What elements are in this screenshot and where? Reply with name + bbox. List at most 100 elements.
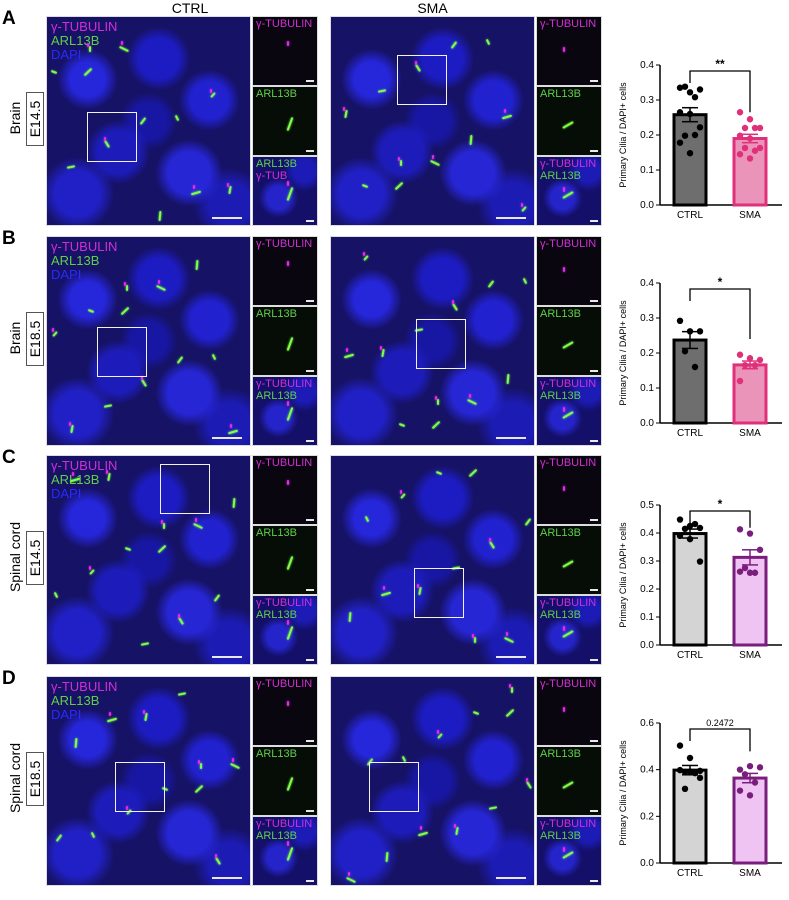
inset-ctrl-2: γ-TUBULIN ARL13B: [252, 816, 318, 886]
channel-label: γ-TUBULIN: [540, 158, 597, 170]
y-tick-label: 0.4: [640, 765, 654, 776]
cilium-arl13b: [524, 518, 532, 526]
scale-bar: [590, 659, 598, 661]
data-point: [681, 525, 689, 532]
scale-bar: [590, 740, 598, 742]
inset-ctrl-1: ARL13B: [252, 306, 318, 376]
cilium-arl13b: [437, 399, 439, 405]
panel-letter: A: [2, 8, 16, 29]
cilium-arl13b: [526, 781, 532, 789]
data-point: [686, 89, 694, 96]
stage-label: E14.5: [26, 92, 44, 146]
cilium-arl13b: [381, 348, 385, 358]
cilium-arl13b: [474, 637, 476, 643]
inset-sma-0: γ-TUBULIN: [536, 455, 602, 525]
channel-label: ARL13B: [540, 170, 581, 182]
basal-body-tubulin: [521, 203, 523, 207]
inset-sma-2: γ-TUBULIN ARL13B: [536, 595, 602, 665]
cilium-arl13b: [562, 411, 574, 419]
basal-body-tubulin: [563, 267, 565, 272]
micrograph-sma-main: [330, 455, 535, 665]
channel-label: γ-TUBULIN: [256, 678, 313, 690]
y-tick-label: 0.0: [640, 640, 654, 651]
channel-label: ARL13B: [256, 158, 297, 170]
basal-body-tubulin: [52, 328, 54, 332]
data-point: [756, 546, 764, 553]
cilium-arl13b: [286, 117, 294, 131]
data-point: [686, 535, 694, 543]
channel-label: γ-TUBULIN: [256, 238, 313, 250]
scale-bar: [590, 150, 598, 152]
basal-body-tubulin: [230, 424, 232, 428]
cilium-arl13b: [193, 522, 203, 530]
data-point: [741, 144, 749, 152]
cilium-arl13b: [286, 556, 294, 570]
y-axis-label: Primary Cilia / DAPI+ cells: [618, 82, 628, 188]
y-tick-label: 0.3: [640, 313, 654, 324]
data-point: [686, 328, 694, 335]
inset-sma-2: γ-TUBULIN ARL13B: [536, 816, 602, 886]
basal-body-tubulin: [178, 614, 180, 618]
data-point: [736, 132, 744, 139]
basal-body-tubulin: [124, 282, 126, 286]
tissue-label: Spinal cord: [7, 521, 23, 593]
cilium-arl13b: [450, 41, 458, 49]
cilium-arl13b: [522, 277, 528, 285]
channel-label: ARL13B: [540, 88, 581, 100]
scale-bar: [306, 740, 314, 742]
x-tick-label: SMA: [739, 650, 761, 660]
data-point: [741, 564, 749, 572]
data-point: [736, 109, 744, 116]
inset-sma-1: ARL13B: [536, 525, 602, 595]
inset-ctrl-2: γ-TUBULIN ARL13B: [252, 376, 318, 446]
y-tick-label: 0.1: [640, 612, 654, 623]
data-point: [756, 124, 764, 132]
roi-box: [87, 112, 137, 162]
cilium-arl13b: [119, 45, 129, 53]
bar-sma: [732, 363, 768, 425]
channel-label: ARL13B: [256, 527, 297, 539]
scale-bar: [590, 810, 598, 812]
basal-body-tubulin: [563, 847, 565, 852]
basal-body-tubulin: [89, 566, 91, 570]
cilium-arl13b: [417, 831, 429, 837]
channel-label: γ-TUBULIN: [51, 679, 118, 694]
data-point: [736, 377, 744, 385]
significance-label: *: [718, 497, 723, 511]
channel-label: ARL13B: [540, 830, 581, 842]
cilium-arl13b: [377, 89, 387, 93]
cilium-arl13b: [195, 259, 199, 271]
cilium-arl13b: [562, 560, 574, 568]
channel-label: γ-TUBULIN: [256, 818, 313, 830]
bar-chart-b: 0.0 0.1 0.2 0.3 0.4 Primary Cilia / DAPI+ cel…: [618, 275, 782, 438]
scale-bar: [306, 220, 314, 222]
scale-bar: [306, 150, 314, 152]
basal-body-tubulin: [469, 394, 471, 398]
y-tick-label: 0.3: [640, 95, 654, 106]
stage-label: E14.5: [26, 531, 44, 585]
cilium-arl13b: [177, 692, 187, 696]
cilium-arl13b: [215, 857, 221, 865]
cilium-arl13b: [488, 806, 498, 810]
y-tick-label: 0.2: [640, 348, 654, 359]
roi-box: [397, 55, 447, 105]
basal-body-tubulin: [563, 626, 565, 631]
scale-bar: [306, 880, 314, 882]
data-point: [681, 132, 689, 139]
basal-body-tubulin: [121, 41, 123, 45]
data-point: [681, 768, 689, 776]
column-title-ctrl: CTRL: [171, 0, 209, 16]
cilium-arl13b: [286, 626, 294, 640]
cilium-arl13b: [228, 185, 232, 195]
data-point: [696, 524, 704, 532]
basal-body-tubulin: [346, 348, 348, 352]
basal-body-tubulin: [106, 470, 108, 474]
y-axis-label: Primary Cilia / DAPI+ cells: [618, 522, 628, 628]
basal-body-tubulin: [509, 684, 511, 688]
basal-body-tubulin: [195, 518, 197, 522]
significance-bracket: [689, 70, 751, 113]
panel-letter: D: [2, 668, 16, 689]
channel-label: ARL13B: [256, 308, 297, 320]
basal-body-tubulin: [398, 157, 400, 161]
